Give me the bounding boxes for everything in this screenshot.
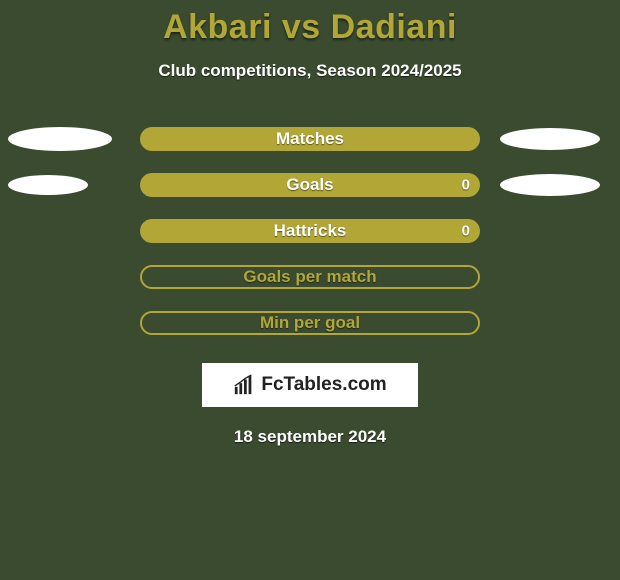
left-ellipse-0 <box>8 127 112 151</box>
bar-label: Hattricks <box>274 221 347 241</box>
bar-row-mpg: Min per goal <box>0 311 620 335</box>
bar-goals-per-match: Goals per match <box>140 265 480 289</box>
bar-row-hattricks: Hattricks 0 <box>0 219 620 243</box>
right-ellipse-0 <box>500 128 600 150</box>
right-ellipse-1 <box>500 174 600 196</box>
bar-goals: Goals 0 <box>140 173 480 197</box>
bar-row-gpm: Goals per match <box>0 265 620 289</box>
date-line: 18 september 2024 <box>0 427 620 447</box>
logo-box: FcTables.com <box>202 363 418 407</box>
subtitle: Club competitions, Season 2024/2025 <box>0 61 620 81</box>
left-ellipse-1 <box>8 175 88 195</box>
bar-value: 0 <box>462 223 470 240</box>
bar-label: Matches <box>276 129 344 149</box>
bar-matches: Matches <box>140 127 480 151</box>
bar-min-per-goal: Min per goal <box>140 311 480 335</box>
logo-text: FcTables.com <box>261 374 386 396</box>
bar-label: Min per goal <box>260 313 360 333</box>
container: Akbari vs Dadiani Club competitions, Sea… <box>0 0 620 580</box>
barchart-icon <box>233 374 255 396</box>
bar-label: Goals <box>286 175 333 195</box>
page-title: Akbari vs Dadiani <box>0 0 620 47</box>
bar-row-goals: Goals 0 <box>0 173 620 197</box>
bars-area: Matches Goals 0 Hattricks 0 Goals per ma… <box>0 127 620 335</box>
bar-row-matches: Matches <box>0 127 620 151</box>
bar-label: Goals per match <box>243 267 376 287</box>
bar-hattricks: Hattricks 0 <box>140 219 480 243</box>
bar-value: 0 <box>462 177 470 194</box>
